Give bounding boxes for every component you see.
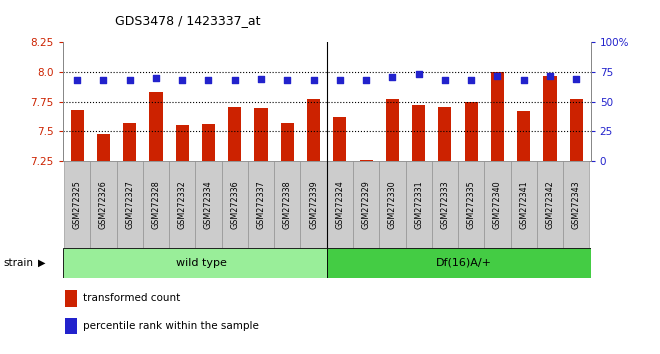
Text: transformed count: transformed count bbox=[82, 293, 180, 303]
Point bbox=[150, 75, 161, 81]
Text: GSM272340: GSM272340 bbox=[493, 180, 502, 229]
Bar bbox=[307, 99, 320, 161]
Bar bbox=[169, 161, 195, 248]
Text: GSM272334: GSM272334 bbox=[204, 180, 213, 229]
Bar bbox=[123, 123, 136, 161]
Bar bbox=[432, 161, 458, 248]
Bar bbox=[65, 290, 77, 307]
Bar bbox=[458, 161, 484, 248]
Point bbox=[230, 78, 240, 83]
Text: GSM272343: GSM272343 bbox=[572, 180, 581, 229]
Bar bbox=[412, 105, 425, 161]
Bar bbox=[491, 72, 504, 161]
Text: GSM272332: GSM272332 bbox=[178, 180, 187, 229]
Point bbox=[124, 78, 135, 83]
Bar bbox=[228, 107, 242, 161]
Text: GSM272328: GSM272328 bbox=[151, 180, 160, 229]
Bar bbox=[222, 161, 248, 248]
Bar bbox=[97, 134, 110, 161]
Point bbox=[203, 78, 214, 83]
Point bbox=[492, 73, 503, 79]
Point bbox=[571, 76, 581, 82]
Bar bbox=[71, 110, 84, 161]
Point bbox=[335, 78, 345, 83]
Text: GDS3478 / 1423337_at: GDS3478 / 1423337_at bbox=[115, 14, 261, 27]
Text: GSM272336: GSM272336 bbox=[230, 180, 240, 229]
Text: GSM272341: GSM272341 bbox=[519, 180, 528, 229]
Text: GSM272335: GSM272335 bbox=[467, 180, 476, 229]
Point bbox=[282, 78, 292, 83]
Bar bbox=[65, 318, 77, 335]
Bar bbox=[117, 161, 143, 248]
Text: GSM272331: GSM272331 bbox=[414, 180, 423, 229]
Bar bbox=[248, 161, 274, 248]
Point bbox=[177, 78, 187, 83]
Text: GSM272330: GSM272330 bbox=[388, 180, 397, 229]
Text: GSM272342: GSM272342 bbox=[545, 180, 554, 229]
Bar bbox=[195, 161, 222, 248]
Point bbox=[440, 78, 450, 83]
Point bbox=[466, 78, 477, 83]
Bar bbox=[327, 248, 591, 278]
Text: strain: strain bbox=[3, 258, 33, 268]
Bar bbox=[63, 248, 327, 278]
Bar bbox=[517, 111, 530, 161]
Text: GSM272327: GSM272327 bbox=[125, 180, 134, 229]
Bar bbox=[543, 76, 556, 161]
Text: GSM272325: GSM272325 bbox=[73, 180, 82, 229]
Bar bbox=[90, 161, 117, 248]
Bar bbox=[360, 160, 373, 161]
Text: ▶: ▶ bbox=[38, 258, 46, 268]
Point bbox=[519, 78, 529, 83]
Bar bbox=[176, 126, 189, 161]
Point bbox=[387, 74, 398, 80]
Bar bbox=[379, 161, 405, 248]
Bar bbox=[438, 107, 451, 161]
Bar bbox=[511, 161, 537, 248]
Point bbox=[544, 73, 555, 79]
Text: percentile rank within the sample: percentile rank within the sample bbox=[82, 321, 259, 331]
Bar bbox=[274, 161, 300, 248]
Bar bbox=[255, 108, 267, 161]
Text: wild type: wild type bbox=[176, 258, 226, 268]
Point bbox=[308, 78, 319, 83]
Text: Df(16)A/+: Df(16)A/+ bbox=[436, 258, 492, 268]
Point bbox=[255, 76, 266, 82]
Text: GSM272329: GSM272329 bbox=[362, 180, 371, 229]
Bar bbox=[484, 161, 511, 248]
Bar bbox=[537, 161, 563, 248]
Text: GSM272333: GSM272333 bbox=[440, 180, 449, 229]
Bar bbox=[327, 161, 353, 248]
Point bbox=[72, 78, 82, 83]
Text: GSM272337: GSM272337 bbox=[257, 180, 265, 229]
Point bbox=[98, 78, 109, 83]
Bar bbox=[300, 161, 327, 248]
Point bbox=[361, 78, 372, 83]
Bar bbox=[570, 99, 583, 161]
Bar bbox=[202, 124, 215, 161]
Text: GSM272326: GSM272326 bbox=[99, 180, 108, 229]
Bar bbox=[143, 161, 169, 248]
Text: GSM272338: GSM272338 bbox=[282, 180, 292, 229]
Bar bbox=[386, 99, 399, 161]
Point bbox=[413, 72, 424, 77]
Text: GSM272324: GSM272324 bbox=[335, 180, 345, 229]
Bar bbox=[405, 161, 432, 248]
Bar bbox=[465, 102, 478, 161]
Bar bbox=[333, 117, 346, 161]
Bar bbox=[64, 161, 90, 248]
Bar bbox=[353, 161, 380, 248]
Bar bbox=[563, 161, 589, 248]
Bar bbox=[280, 123, 294, 161]
Bar bbox=[149, 92, 162, 161]
Text: GSM272339: GSM272339 bbox=[309, 180, 318, 229]
